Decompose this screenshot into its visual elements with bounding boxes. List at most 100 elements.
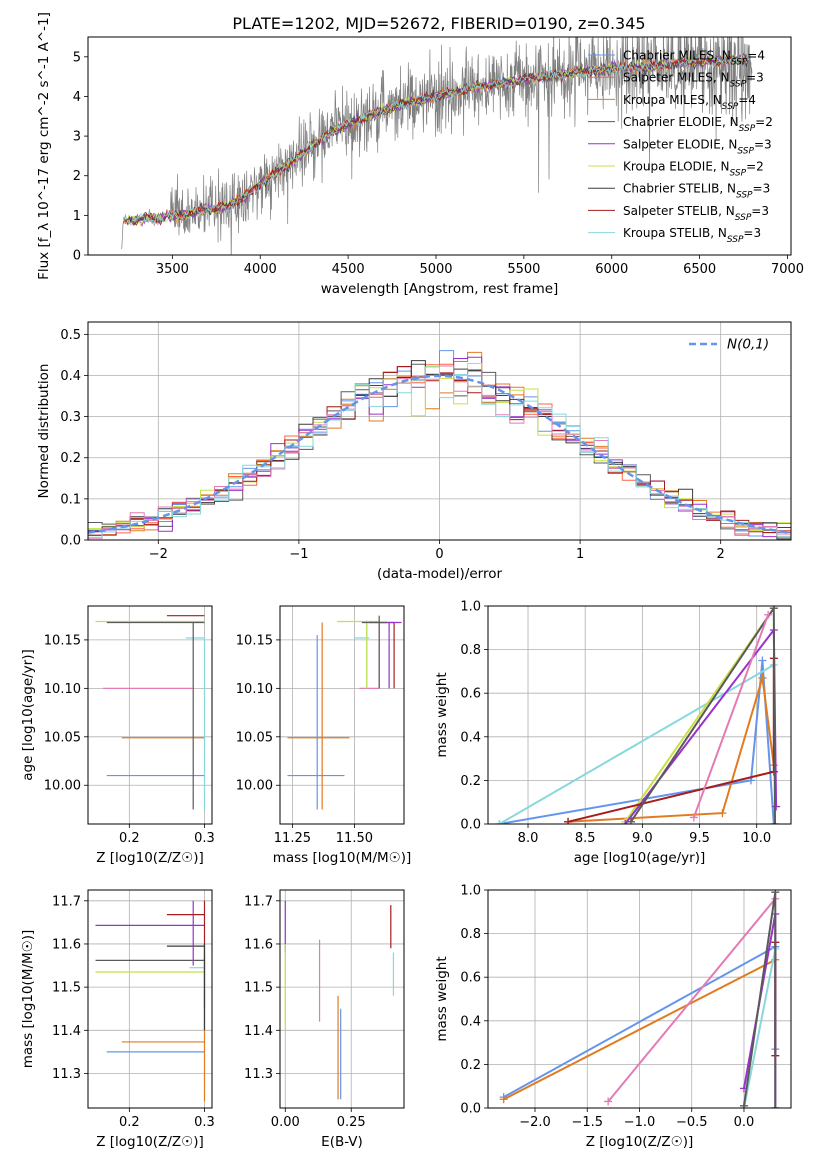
y-tick-label: 0.8	[460, 643, 481, 658]
plot-body	[95, 615, 206, 810]
hist-step	[88, 366, 791, 538]
x-tick-label: −0.5	[676, 1115, 708, 1130]
y-axis-label: Flux [f_λ 10^-17 erg cm^-2 s^-1 A^-1]	[36, 12, 52, 280]
x-axis-label: E(B-V)	[321, 1134, 363, 1150]
y-tick-label: 11.5	[244, 981, 273, 996]
weight-line	[499, 660, 775, 824]
legend-nssp-prefix: , N	[713, 160, 730, 174]
legend-label: Chabrier MILES, NSSP=4	[623, 49, 765, 68]
legend-label: Chabrier ELODIE, NSSP=2	[623, 115, 773, 134]
x-tick-label: 8.5	[575, 831, 596, 846]
legend-label: Kroupa ELODIE, NSSP=2	[623, 160, 764, 179]
plus-marker	[771, 890, 780, 897]
y-axis-label: mass weight	[434, 956, 450, 1041]
y-tick-label: 0.3	[60, 410, 81, 425]
plot-body	[499, 890, 780, 1108]
y-tick-label: 0.4	[60, 369, 81, 384]
spectrum-data-line	[121, 37, 753, 255]
x-tick-label: 9.0	[632, 831, 653, 846]
plus-marker	[626, 817, 635, 824]
legend-name: Chabrier STELIB	[623, 182, 719, 196]
y-tick-label: 0.4	[460, 730, 481, 745]
legend-nssp-value: 2	[756, 160, 764, 174]
plot-body	[287, 615, 402, 810]
plot-body	[284, 900, 395, 1100]
legend-eq: =	[746, 71, 756, 85]
x-tick-label: 2	[717, 547, 725, 562]
normal-curve	[88, 374, 791, 535]
plus-marker	[689, 813, 698, 822]
plot-body	[121, 37, 753, 255]
legend-nssp-prefix: , N	[713, 71, 730, 85]
plus-marker	[499, 1095, 508, 1104]
y-tick-label: 10.15	[236, 633, 273, 648]
y-tick-label: 10.05	[236, 730, 273, 745]
y-tick-label: 0.2	[460, 774, 481, 789]
plus-marker	[564, 817, 573, 824]
y-tick-label: 11.7	[52, 894, 81, 909]
legend-nssp-sub: SSP	[730, 80, 747, 90]
legend-nssp-value: 3	[756, 71, 764, 85]
x-tick-label: 4000	[244, 262, 277, 277]
legend-nssp-prefix: , N	[721, 137, 738, 151]
weight-line	[503, 958, 776, 1101]
panel-age-vs-Z: 0.2 0.3 10.00 10.05 10.10 10.15 Z [log10(Z/Z☉)…	[20, 605, 215, 866]
y-tick-label: 0.6	[460, 971, 481, 986]
legend-nssp-value: 4	[757, 49, 765, 63]
x-tick-label: 6500	[683, 262, 716, 277]
x-tick-label: 7000	[771, 262, 804, 277]
x-axis-label: wavelength [Angstrom, rest frame]	[321, 281, 559, 297]
legend-nssp-prefix: , N	[718, 204, 735, 218]
y-tick-label: 11.7	[244, 894, 273, 909]
legend-nssp-sub: SSP	[730, 169, 747, 179]
panel-weight-vs-age: 8.0 8.5 9.0 9.5 10.0 0.0 0.2 0.4 0.6 0.8 1.0 age [l…	[434, 600, 792, 866]
legend-nssp-value: 2	[765, 115, 773, 129]
legend-nssp-sub: SSP	[735, 213, 752, 223]
figure-title: PLATE=1202, MJD=52672, FIBERID=0190, z=0…	[232, 14, 645, 33]
legend-nssp-prefix: , N	[714, 49, 731, 63]
y-tick-label: 1.0	[460, 600, 481, 615]
y-axis-label: mass weight	[434, 672, 450, 757]
y-tick-label: 0.2	[60, 451, 81, 466]
plot-body	[495, 606, 781, 824]
legend-name: Kroupa MILES	[623, 93, 705, 107]
x-axis-label: (data-model)/error	[377, 566, 503, 582]
y-tick-label: 0.4	[460, 1014, 481, 1029]
legend-eq: =	[738, 93, 748, 107]
legend-nssp-sub: SSP	[731, 58, 748, 68]
panel-age-vs-mass: 11.25 11.50 10.00 10.05 10.10 10.15 mass [log1…	[236, 605, 411, 866]
legend-nssp-prefix: , N	[705, 93, 722, 107]
legend-nssp-value: 4	[748, 93, 756, 107]
axes-frame	[87, 605, 213, 825]
x-tick-label: 11.50	[336, 831, 373, 846]
panel-weight-vs-Z: −2.0 −1.5 −1.0 −0.5 0.0 0.0 0.2 0.4 0.6 0.8 1.0 Z […	[434, 884, 792, 1150]
y-tick-label: 10.05	[44, 730, 81, 745]
legend-label: N(0,1)	[727, 337, 769, 353]
legend-nssp-sub: SSP	[722, 102, 739, 112]
axes-frame	[87, 889, 213, 1109]
plus-marker	[771, 1104, 780, 1108]
model-line-chabrier-stelib	[125, 54, 749, 226]
legend-label: Kroupa MILES, NSSP=4	[623, 93, 756, 112]
x-tick-label: 0.2	[119, 1115, 140, 1130]
panel-mass-vs-ebv: 0.00 0.25 11.3 11.4 11.5 11.6 11.7 E(B-V)	[244, 889, 405, 1150]
legend-nssp-sub: SSP	[727, 235, 744, 245]
plots: 3500 4000 4500 5000 5500 6000 6500 7000012345wa…	[20, 12, 804, 1150]
weight-line	[607, 898, 777, 1103]
y-tick-label: 11.4	[244, 1024, 273, 1039]
y-tick-label: 4	[73, 90, 81, 105]
x-tick-label: 0.25	[337, 1115, 366, 1130]
plus-marker	[621, 820, 630, 824]
plus-marker	[739, 1101, 748, 1108]
weight-line	[743, 892, 777, 1108]
y-axis-label: Normed distribution	[36, 364, 52, 499]
y-tick-label: 1	[73, 209, 81, 224]
hist-step	[88, 351, 791, 538]
plot-body	[88, 350, 791, 540]
legend-eq: =	[743, 226, 753, 240]
legend-label: Kroupa STELIB, NSSP=3	[623, 226, 761, 245]
axes-frame	[87, 321, 792, 541]
plus-marker	[770, 820, 779, 824]
y-tick-label: 0.5	[60, 328, 81, 343]
